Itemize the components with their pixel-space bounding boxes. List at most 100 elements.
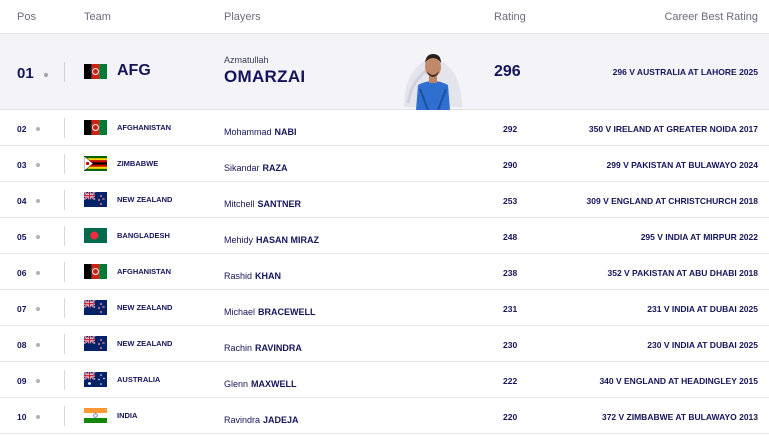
table-row[interactable]: 08 NEW ZEALAND Rachin RAVINDRA 230 230 V INDI… [0,326,769,362]
row-team: ZIMBABWE [117,159,159,168]
table-row[interactable]: 02 AFGHANISTAN Mohammad NABI 292 350 V IRELAN… [0,110,769,146]
player-first-name: Glenn [224,379,249,389]
row-player[interactable]: Mehidy HASAN MIRAZ [224,235,319,245]
row-team: AUSTRALIA [117,375,161,384]
row-career-best: 295 V INDIA AT MIRPUR 2022 [640,232,758,242]
position-dot [36,307,40,311]
india-flag-icon [84,408,107,423]
leader-pos: 01 [17,65,34,82]
zimbabwe-flag-icon [84,156,107,171]
table-row[interactable]: 06 AFGHANISTAN Rashid KHAN 238 352 V PAKISTAN… [0,254,769,290]
newzealand-flag-icon [84,336,107,351]
player-first-name: Mohammad [224,127,272,137]
row-rating: 248 [503,232,518,242]
leader-row[interactable]: 01 AFG Azmatullah OMARZAI [0,34,769,111]
newzealand-flag-icon [84,192,107,207]
row-career-best: 309 V ENGLAND AT CHRISTCHURCH 2018 [586,196,758,206]
player-first-name: Michael [224,307,256,317]
divider [64,154,65,174]
player-last-name: JADEJA [263,415,299,425]
row-rating: 253 [503,196,518,206]
position-dot [36,199,40,203]
row-rating: 292 [503,124,518,134]
row-player[interactable]: Ravindra JADEJA [224,415,299,425]
player-last-name: BRACEWELL [258,307,316,317]
table-row[interactable]: 07 NEW ZEALAND Michael BRACEWELL 231 231 V IN… [0,290,769,326]
divider [64,370,65,390]
table-row[interactable]: 03 ZIMBABWE Sikandar RAZA 290 299 V PAKISTAN … [0,146,769,182]
row-team: BANGLADESH [117,231,170,240]
row-pos: 04 [17,196,27,206]
row-rating: 238 [503,268,518,278]
row-player[interactable]: Rachin RAVINDRA [224,343,302,353]
row-team: INDIA [117,411,138,420]
player-last-name: MAXWELL [251,379,297,389]
bangladesh-flag-icon [84,228,107,243]
header-team: Team [84,11,111,23]
row-pos: 03 [17,160,27,170]
table-row[interactable]: 05 BANGLADESH Mehidy HASAN MIRAZ 248 295 V IN… [0,218,769,254]
header-rating: Rating [494,11,526,23]
row-team: AFGHANISTAN [117,123,172,132]
australia-flag-icon [84,372,107,387]
divider [64,334,65,354]
row-career-best: 231 V INDIA AT DUBAI 2025 [647,304,758,314]
row-pos: 07 [17,304,27,314]
row-career-best: 230 V INDIA AT DUBAI 2025 [647,340,758,350]
row-player[interactable]: Michael BRACEWELL [224,307,316,317]
player-last-name: SANTNER [257,199,302,209]
row-player[interactable]: Glenn MAXWELL [224,379,297,389]
leader-last-name[interactable]: OMARZAI [224,67,306,86]
position-dot [36,343,40,347]
header-players: Players [224,11,261,23]
position-dot [36,163,40,167]
row-team: AFGHANISTAN [117,267,172,276]
table-header: Pos Team Players Rating Career Best Rati… [0,0,769,34]
row-rating: 290 [503,160,518,170]
header-career-best: Career Best Rating [664,11,758,23]
row-player[interactable]: Sikandar RAZA [224,163,288,173]
row-career-best: 352 V PAKISTAN AT ABU DHABI 2018 [607,268,758,278]
row-player[interactable]: Mitchell SANTNER [224,199,301,209]
divider [64,62,65,82]
leader-career-best: 296 V AUSTRALIA AT LAHORE 2025 [612,67,758,77]
row-pos: 08 [17,340,27,350]
divider [64,298,65,318]
row-team: NEW ZEALAND [117,303,173,312]
table-row[interactable]: 10 INDIA Ravindra JADEJA 220 372 V ZIMBABWE A… [0,398,769,434]
header-pos: Pos [17,11,36,23]
player-last-name: NABI [274,127,297,137]
position-dot [36,235,40,239]
row-rating: 220 [503,412,518,422]
divider [64,118,65,138]
player-last-name: RAZA [262,163,288,173]
player-last-name: RAVINDRA [255,343,302,353]
table-row[interactable]: 09 AUSTRALIA Glenn MAXWELL 222 340 V ENGLAND … [0,362,769,398]
position-dot [36,379,40,383]
row-rating: 222 [503,376,518,386]
afghanistan-flag-icon [84,120,107,135]
divider [64,406,65,426]
row-player[interactable]: Rashid KHAN [224,271,281,281]
row-pos: 05 [17,232,27,242]
row-pos: 02 [17,124,27,134]
row-career-best: 350 V IRELAND AT GREATER NOIDA 2017 [588,124,758,134]
row-rating: 230 [503,340,518,350]
afghanistan-flag-icon [84,264,107,279]
row-pos: 06 [17,268,27,278]
position-dot [36,271,40,275]
player-last-name: KHAN [255,271,282,281]
position-dot [44,73,48,77]
leader-team: AFG [117,62,151,79]
row-player[interactable]: Mohammad NABI [224,127,297,137]
player-first-name: Mitchell [224,199,255,209]
position-dot [36,415,40,419]
row-pos: 10 [17,412,27,422]
divider [64,262,65,282]
table-row[interactable]: 04 NEW ZEALAND Mitchell SANTNER 253 309 V ENG… [0,182,769,218]
row-career-best: 299 V PAKISTAN AT BULAWAYO 2024 [606,160,758,170]
player-last-name: HASAN MIRAZ [256,235,320,245]
player-first-name: Sikandar [224,163,260,173]
leader-first-name: Azmatullah [224,55,269,65]
